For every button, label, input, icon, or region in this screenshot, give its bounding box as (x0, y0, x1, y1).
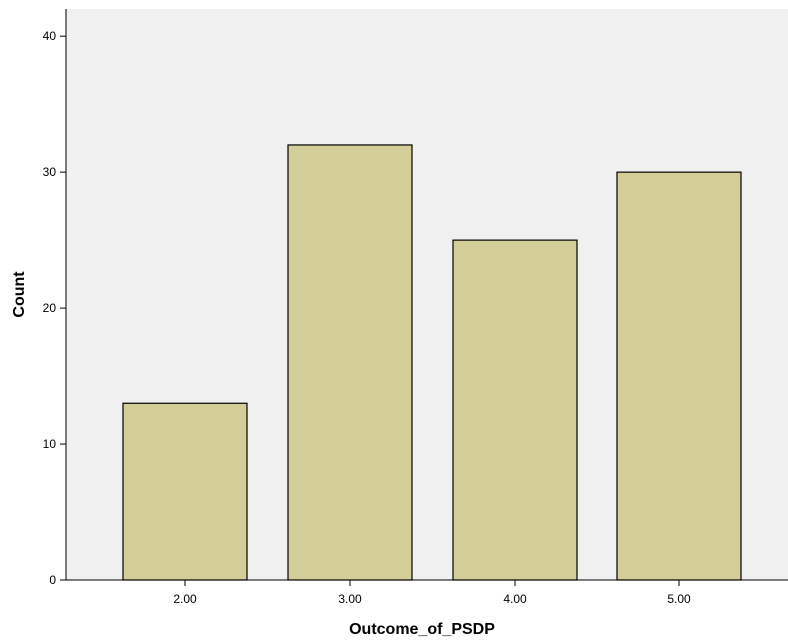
bar-4.00 (452, 239, 578, 581)
y-tick-label: 40 (43, 29, 57, 43)
bar-3.00 (287, 144, 413, 581)
x-tick-label: 2.00 (173, 592, 197, 606)
bar-5.00 (616, 171, 742, 581)
y-tick-label: 10 (43, 437, 57, 451)
y-tick-label: 0 (49, 573, 56, 587)
y-axis-ticks: 0 10 20 30 40 (43, 29, 66, 587)
x-axis-title: Outcome_of_PSDP (349, 621, 495, 638)
y-axis-title: Count (11, 271, 28, 318)
x-tick-label: 5.00 (667, 592, 691, 606)
y-tick-label: 20 (43, 301, 57, 315)
y-tick-label: 30 (43, 165, 57, 179)
x-axis-ticks: 2.00 3.00 4.00 5.00 (173, 580, 691, 606)
bars-group (122, 144, 742, 581)
x-tick-label: 3.00 (338, 592, 362, 606)
x-tick-label: 4.00 (503, 592, 527, 606)
bar-2.00 (122, 402, 248, 581)
